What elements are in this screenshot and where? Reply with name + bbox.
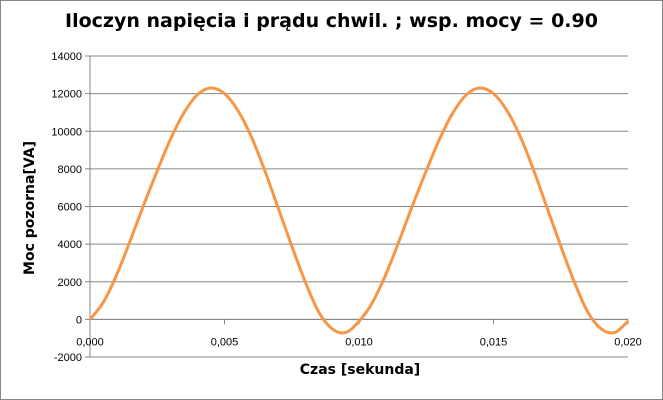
y-tick-label: -2000 xyxy=(54,352,82,364)
x-tick-label: 0,005 xyxy=(211,336,239,348)
y-tick-label: 0 xyxy=(76,314,82,326)
x-tick-label: 0,010 xyxy=(345,336,373,348)
y-tick-label: 8000 xyxy=(58,164,82,176)
y-tick-label: 2000 xyxy=(58,277,82,289)
y-tick-label: 14000 xyxy=(51,51,82,63)
y-axis-label: Moc pozorna[VA] xyxy=(22,141,38,275)
x-tick-label: 0,015 xyxy=(480,336,508,348)
x-tick-label: 0,000 xyxy=(76,336,104,348)
y-tick-label: 10000 xyxy=(51,126,82,138)
x-axis-label: Czas [sekunda] xyxy=(299,362,421,378)
y-tick-label: 4000 xyxy=(58,239,82,251)
y-tick-label: 6000 xyxy=(58,202,82,214)
y-tick-label: 12000 xyxy=(51,89,82,101)
chart-title: Iloczyn napięcia i prądu chwil. ; wsp. m… xyxy=(65,10,598,32)
x-tick-label: 0,020 xyxy=(614,336,642,348)
series-line xyxy=(88,86,630,335)
